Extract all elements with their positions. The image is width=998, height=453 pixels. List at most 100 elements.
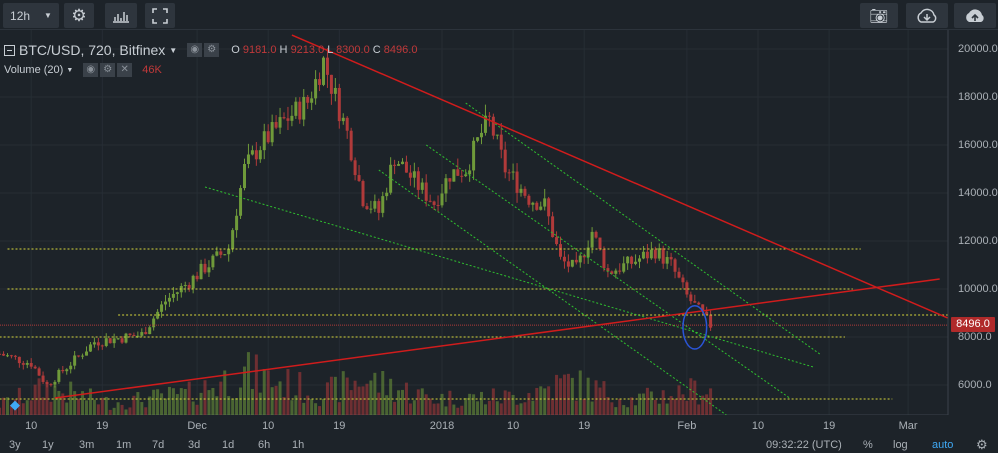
volume-bar <box>385 395 389 415</box>
range-button-1y[interactable]: 1y <box>42 439 54 451</box>
volume-bar <box>373 372 377 415</box>
volume-bar <box>69 381 73 415</box>
chevron-down-icon[interactable]: ▼ <box>66 66 74 74</box>
range-button-6h[interactable]: 6h <box>258 439 271 451</box>
candle-body <box>45 381 49 385</box>
cloud-upload-icon <box>966 8 984 22</box>
gear-icon[interactable]: ⚙ <box>100 63 116 77</box>
volume-bar <box>21 403 25 415</box>
volume-bar <box>49 401 53 415</box>
load-chart-button[interactable] <box>906 3 948 28</box>
interval-select[interactable]: 12h ▼ <box>3 3 59 28</box>
range-button-3m[interactable]: 3m <box>79 439 95 451</box>
volume-bar <box>503 390 507 415</box>
volume-bar <box>25 400 29 415</box>
volume-bar <box>472 394 476 415</box>
volume-bar <box>243 366 246 415</box>
volume-bar <box>645 387 649 415</box>
channel-trend-line <box>465 102 822 356</box>
candle-body <box>88 344 92 352</box>
eye-icon[interactable]: ◉ <box>187 43 203 57</box>
price-chart[interactable]: ◆ <box>0 30 998 415</box>
gear-icon[interactable]: ⚙ <box>204 43 220 57</box>
candle-body <box>6 355 9 357</box>
range-button-1h[interactable]: 1h <box>292 439 305 451</box>
candle-body <box>329 74 333 94</box>
volume-bar <box>270 387 274 415</box>
save-chart-button[interactable] <box>954 3 996 28</box>
range-button-1m[interactable]: 1m <box>116 439 132 451</box>
chevron-down-icon[interactable]: ▼ <box>169 45 178 55</box>
candle-body <box>586 247 590 258</box>
volume-bar <box>112 407 116 415</box>
volume-bar <box>456 407 460 415</box>
volume-bar <box>661 390 665 415</box>
auto-scale-button[interactable]: auto <box>932 439 954 451</box>
candle-body <box>148 327 152 335</box>
x-tick-label: 10 <box>506 420 520 432</box>
candle-body <box>393 164 397 166</box>
x-tick-label: 19 <box>578 420 591 432</box>
collapse-icon[interactable] <box>4 44 15 56</box>
candle-body <box>491 116 495 136</box>
low-value: 8300.0 <box>336 44 370 56</box>
gear-icon[interactable]: ⚙ <box>976 437 988 452</box>
candle-body <box>523 188 527 196</box>
volume-bar <box>634 405 638 415</box>
channel-trend-line <box>425 144 790 399</box>
fullscreen-button[interactable] <box>145 3 175 28</box>
candle-body <box>2 353 6 356</box>
candle-body <box>381 196 385 213</box>
volume-title[interactable]: Volume (20) <box>4 64 64 76</box>
range-button-3d[interactable]: 3d <box>188 439 201 451</box>
percent-scale-button[interactable]: % <box>863 439 873 451</box>
cloud-download-icon <box>917 8 937 23</box>
volume-bar <box>85 400 88 415</box>
indicators-button[interactable] <box>105 3 137 28</box>
snapshot-button[interactable]: 📷︎ <box>860 3 898 28</box>
volume-bar <box>594 380 598 415</box>
volume-bar <box>199 392 203 415</box>
close-icon[interactable]: ✕ <box>117 63 133 77</box>
volume-bar <box>519 403 523 415</box>
candle-body <box>657 248 661 259</box>
chevron-down-icon: ▼ <box>44 11 52 20</box>
last-price-tag: 8496.0 <box>951 317 995 332</box>
candle-body <box>302 96 306 120</box>
candle-body <box>254 150 258 160</box>
eye-icon[interactable]: ◉ <box>83 63 99 77</box>
candle-body <box>456 169 460 176</box>
candle-body <box>112 338 116 344</box>
range-button-1d[interactable]: 1d <box>222 439 235 451</box>
symbol-title[interactable]: BTC/USD, 720, Bitfinex <box>19 42 166 58</box>
log-scale-button[interactable]: log <box>893 439 908 451</box>
candle-body <box>306 96 310 103</box>
candle-body <box>33 366 37 369</box>
volume-bar <box>314 403 318 415</box>
volume-bar <box>160 393 164 415</box>
candle-body <box>404 161 408 173</box>
volume-bar <box>408 403 412 415</box>
candle-body <box>203 263 207 273</box>
volume-bar <box>286 369 290 415</box>
volume-bar <box>483 404 487 415</box>
y-tick-label: 8000.0 <box>958 331 992 343</box>
candle-body <box>199 263 203 280</box>
range-button-7d[interactable]: 7d <box>152 439 165 451</box>
volume-bar <box>412 400 416 415</box>
volume-bar <box>322 398 325 415</box>
volume-bar <box>325 382 329 415</box>
candle-body <box>211 255 215 268</box>
volume-bar <box>511 394 515 415</box>
volume-bar <box>298 372 302 415</box>
volume-bar <box>653 399 657 415</box>
volume-bar <box>361 386 365 415</box>
settings-button[interactable]: ⚙ <box>64 3 94 28</box>
ohlc: O 9181.0 H 9213.0 L 8300.0 C 8496.0 <box>231 44 417 56</box>
volume-bar <box>452 404 456 415</box>
candle-body <box>278 117 282 128</box>
volume-bar <box>262 369 266 415</box>
candle-body <box>9 355 13 357</box>
volume-bar <box>152 389 156 415</box>
range-button-3y[interactable]: 3y <box>9 439 21 451</box>
